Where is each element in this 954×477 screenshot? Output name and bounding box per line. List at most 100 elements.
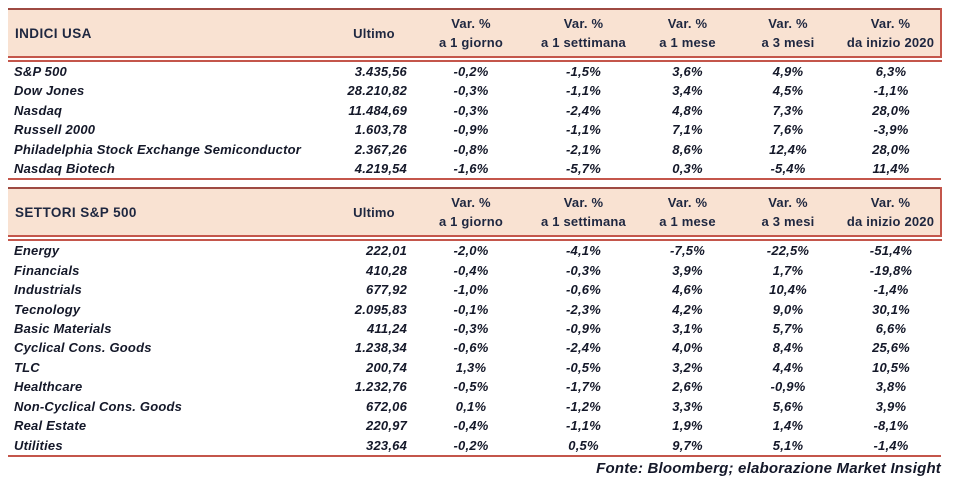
table-row: Tecnology 2.095,83 -0,1% -2,3% 4,2% 9,0%… [8,300,941,319]
var-1-giorno-value: -0,8% [453,141,489,157]
ultimo-value: 28.210,82 [347,83,407,99]
table-row: Nasdaq 11.484,69 -0,3% -2,4% 4,8% 7,3% 2… [8,101,941,120]
column-header-var-1-giorno: Var. % a 1 giorno [415,8,527,62]
settori-sp500-body: Energy 222,01 -2,0% -4,1% -7,5% -22,5% -… [8,238,941,457]
ultimo-value: 410,28 [366,262,407,278]
table-row: Financials 410,28 -0,4% -0,3% 3,9% 1,7% … [8,261,941,280]
column-header-var-1-settimana: Var. % a 1 settimana [527,187,640,242]
var-1-settimana-value: -0,6% [566,282,601,298]
var-label: Var. % [451,16,491,31]
ultimo-value: 411,24 [367,321,407,337]
var-1-mese-value: 8,6% [672,141,703,157]
row-label: Utilities [8,435,333,457]
column-header-var-1-giorno: Var. % a 1 giorno [415,187,527,242]
column-header-var-3-mesi: Var. % a 3 mesi [735,8,841,62]
period-label: a 1 giorno [438,35,504,50]
var-1-settimana-value: -1,2% [566,398,601,414]
ultimo-value: 2.367,26 [354,141,407,157]
var-1-mese-value: 3,9% [672,262,703,278]
column-header-var-1-mese: Var. % a 1 mese [640,8,735,62]
var-3-mesi-value: 5,7% [772,321,804,337]
table-row: Healthcare 1.232,76 -0,5% -1,7% 2,6% -0,… [8,377,941,396]
var-1-settimana-value: -0,5% [566,359,601,375]
table-row: Basic Materials 411,24 -0,3% -0,9% 3,1% … [8,319,941,338]
var-1-mese-value: 0,3% [640,159,735,181]
table-row: Non-Cyclical Cons. Goods 672,06 0,1% -1,… [8,397,941,416]
settori-sp500-header: SETTORI S&P 500 Ultimo Var. % a 1 giorno… [8,187,942,242]
indici-usa-body: S&P 500 3.435,56 -0,2% -1,5% 3,6% 4,9% 6… [8,59,941,181]
var-da-inizio-2020-value: 28,0% [872,102,910,118]
var-3-mesi-value: 1,4% [772,418,804,434]
var-3-mesi-value: 4,5% [772,83,804,99]
row-label: Cyclical Cons. Goods [14,340,152,356]
period-label: a 1 mese [659,214,716,230]
var-da-inizio-2020-value: 25,6% [872,340,910,356]
period-label: a 1 giorno [438,214,504,230]
var-1-mese-value: 3,1% [672,321,703,337]
var-1-mese-value: 4,2% [672,301,703,317]
var-3-mesi-value: -5,4% [735,159,841,181]
table-row: Cyclical Cons. Goods 1.238,34 -0,6% -2,4… [8,338,941,357]
row-label: Nasdaq [14,102,63,118]
var-1-giorno-value: -0,3% [453,321,489,337]
var-1-giorno-value: -0,3% [453,83,489,99]
var-da-inizio-2020-value: 28,0% [872,141,910,157]
var-1-mese-value: 7,1% [672,122,703,138]
var-1-giorno-value: -0,2% [415,435,527,457]
var-1-settimana-value: -2,4% [566,340,601,356]
ultimo-value: 677,92 [366,282,407,298]
var-1-settimana-value: -0,3% [566,262,601,278]
table-row: Utilities 323,64 -0,2% 0,5% 9,7% 5,1% -1… [8,435,941,457]
row-label: Nasdaq Biotech [8,159,333,181]
var-1-giorno-value: -0,4% [453,262,489,278]
var-1-mese-value: 3,2% [672,359,703,375]
var-1-giorno-value: -1,6% [415,159,527,181]
ultimo-value: 672,06 [366,398,407,414]
var-3-mesi-value: 4,4% [772,359,804,375]
row-label: TLC [14,359,40,375]
period-label: da inizio 2020 [846,214,935,230]
var-1-settimana-value: -1,1% [566,418,601,434]
row-label: S&P 500 [14,64,67,79]
var-1-mese-value: 4,6% [672,282,703,298]
ultimo-value: 1.232,76 [354,379,407,395]
var-1-giorno-value: 1,3% [455,359,487,375]
var-3-mesi-value: 4,9% [772,64,804,79]
row-label: Russell 2000 [14,122,96,138]
ultimo-value: 3.435,56 [354,64,407,79]
header-row: SETTORI S&P 500 Ultimo Var. % a 1 giorno… [8,187,942,242]
column-header-var-1-mese: Var. % a 1 mese [640,187,735,242]
table-row: Real Estate 220,97 -0,4% -1,1% 1,9% 1,4%… [8,416,941,435]
var-1-giorno-value: -0,4% [453,418,489,434]
var-da-inizio-2020-value: 6,6% [875,321,907,337]
column-header-ultimo: Ultimo [333,8,415,62]
var-da-inizio-2020-value: 3,8% [875,379,907,395]
var-1-mese-value: 4,8% [672,102,703,118]
var-3-mesi-value: 8,4% [772,340,804,356]
ultimo-value: 2.095,83 [354,301,407,317]
column-header-var-3-mesi: Var. % a 3 mesi [735,187,841,242]
var-da-inizio-2020-value: -51,4% [869,243,913,259]
period-label: da inizio 2020 [846,35,935,50]
var-1-giorno-value: -0,3% [453,102,489,118]
var-1-mese-value: 3,3% [672,398,703,414]
section-title-indici-usa: INDICI USA [8,8,333,62]
period-label: a 1 settimana [541,214,626,230]
var-1-giorno-value: -0,6% [453,340,489,356]
var-1-giorno-value: -0,1% [453,301,489,317]
var-1-giorno-value: -2,0% [453,243,489,259]
ultimo-value: 222,01 [366,243,407,259]
table-row: Dow Jones 28.210,82 -0,3% -1,1% 3,4% 4,5… [8,81,941,100]
ultimo-value: 11.484,69 [348,102,407,118]
var-da-inizio-2020-value: -1,1% [873,83,909,99]
var-1-settimana-value: -0,9% [566,321,601,337]
var-da-inizio-2020-value: -1,4% [841,435,941,457]
row-label: Philadelphia Stock Exchange Semiconducto… [14,141,302,157]
var-1-settimana-value: -1,1% [566,122,601,138]
var-1-mese-value: -7,5% [670,243,705,259]
var-3-mesi-value: 7,6% [772,122,804,138]
var-da-inizio-2020-value: 30,1% [872,301,910,317]
var-1-settimana-value: -1,5% [566,64,601,79]
var-3-mesi-value: 10,4% [769,282,807,298]
